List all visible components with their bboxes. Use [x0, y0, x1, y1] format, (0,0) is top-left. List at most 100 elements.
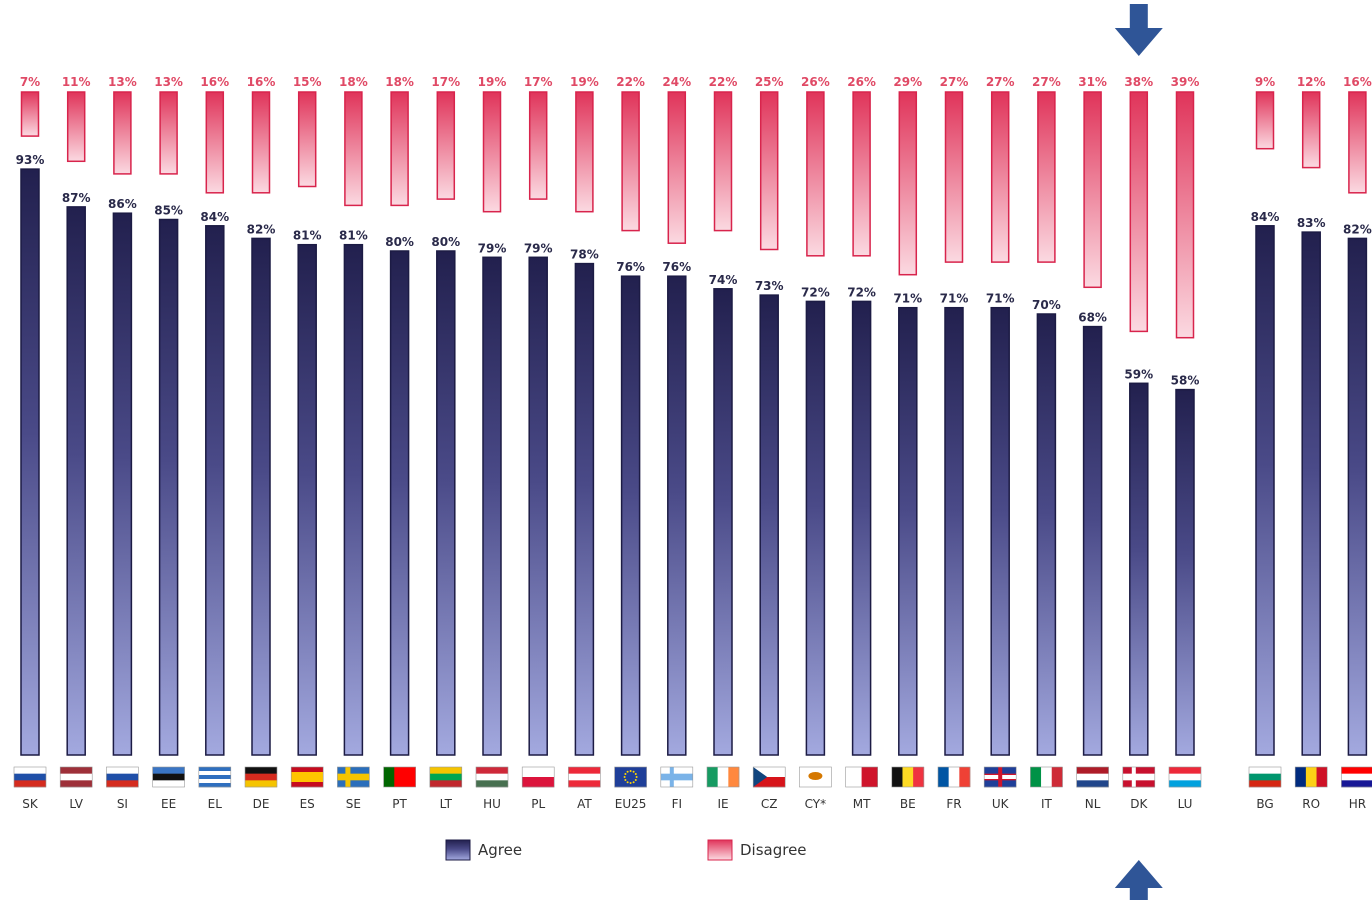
bar-agree-lv — [66, 206, 86, 756]
bar-disagree-ro — [1301, 91, 1321, 169]
bar-disagree-si — [113, 91, 132, 175]
flag-ee — [152, 766, 185, 788]
bar-agree-lt — [436, 250, 456, 756]
flag-hr — [1341, 766, 1372, 788]
category-label-de: DE — [253, 797, 270, 811]
category-label-nl: NL — [1085, 797, 1101, 811]
highlight-arrows — [1114, 4, 1163, 900]
category-label-cz: CZ — [761, 797, 778, 811]
label-agree-si: 86% — [108, 197, 137, 211]
category-label-mt: MT — [853, 797, 871, 811]
label-disagree-lv: 11% — [62, 75, 91, 89]
bar-disagree-ie — [713, 91, 733, 232]
label-disagree-es: 15% — [293, 75, 322, 89]
flag-sk — [13, 766, 47, 788]
legend-label-agree: Agree — [478, 841, 522, 859]
bar-disagree-es — [297, 91, 317, 188]
label-agree-el: 84% — [200, 210, 229, 224]
flag-el — [198, 766, 232, 788]
category-label-el: EL — [208, 797, 223, 811]
label-agree-lu: 58% — [1171, 374, 1200, 388]
flag-de — [244, 766, 278, 788]
bar-disagree-hr — [1348, 91, 1367, 194]
legend-label-disagree: Disagree — [740, 841, 807, 859]
flag-es — [290, 766, 324, 788]
bar-disagree-se — [344, 91, 363, 207]
label-agree-cz: 73% — [755, 279, 784, 293]
flag-bg — [1248, 766, 1282, 788]
bar-agree-es — [297, 243, 317, 756]
bar-agree-lu — [1175, 388, 1195, 756]
bar-agree-cz — [759, 294, 779, 756]
legend-swatch-disagree — [707, 839, 733, 861]
category-label-pt: PT — [392, 797, 407, 811]
label-agree-ee: 85% — [154, 204, 183, 218]
label-disagree-pl: 17% — [524, 75, 553, 89]
category-label-bg: BG — [1256, 797, 1273, 811]
label-disagree-hr: 16% — [1343, 75, 1372, 89]
label-agree-hu: 79% — [478, 241, 507, 255]
flag-at — [568, 766, 601, 788]
arrow-up-icon — [1114, 860, 1163, 900]
flag-be — [891, 766, 925, 788]
label-disagree-lu: 39% — [1171, 75, 1200, 89]
label-disagree-ee: 13% — [154, 75, 183, 89]
category-label-ie: IE — [717, 797, 728, 811]
bar-agree-fi — [667, 275, 687, 756]
flag-lv — [59, 766, 93, 788]
label-agree-dk: 59% — [1124, 367, 1153, 381]
flag-it — [1030, 766, 1063, 788]
label-agree-it: 70% — [1032, 298, 1061, 312]
category-label-lv: LV — [69, 797, 83, 811]
bar-disagree-cz — [759, 91, 779, 251]
label-disagree-nl: 31% — [1078, 75, 1107, 89]
flag-lu — [1168, 766, 1202, 788]
bar-agree-hu — [482, 256, 502, 756]
bar-disagree-nl — [1083, 91, 1102, 289]
label-disagree-it: 27% — [1032, 75, 1061, 89]
bars-layer — [20, 91, 1368, 756]
label-agree-uk: 71% — [986, 292, 1015, 306]
flags-layer — [13, 766, 1372, 788]
label-disagree-lt: 17% — [431, 75, 460, 89]
bar-agree-uk — [990, 306, 1010, 756]
category-label-ee: EE — [161, 797, 176, 811]
label-agree-fr: 71% — [940, 292, 969, 306]
label-agree-sk: 93% — [16, 153, 45, 167]
label-agree-lv: 87% — [62, 191, 91, 205]
label-agree-ro: 83% — [1297, 216, 1326, 230]
flag-cz — [752, 766, 786, 788]
bar-disagree-lt — [436, 91, 456, 200]
label-agree-eu25: 76% — [616, 260, 645, 274]
label-agree-fi: 76% — [662, 260, 691, 274]
category-label-cy: CY* — [805, 797, 827, 811]
label-disagree-be: 29% — [893, 75, 922, 89]
bar-disagree-eu25 — [621, 91, 640, 232]
bar-agree-nl — [1082, 325, 1103, 756]
label-disagree-at: 19% — [570, 75, 599, 89]
bar-disagree-fi — [667, 91, 687, 244]
flag-se — [337, 766, 370, 788]
bar-agree-hr — [1347, 237, 1368, 756]
bar-agree-ee — [158, 218, 179, 756]
category-label-be: BE — [900, 797, 916, 811]
legend-item-disagree: Disagree — [707, 839, 807, 861]
bar-disagree-mt — [852, 91, 871, 257]
label-disagree-hu: 19% — [478, 75, 507, 89]
category-label-se: SE — [346, 797, 361, 811]
flag-ie — [706, 766, 740, 788]
label-disagree-ro: 12% — [1297, 75, 1326, 89]
flag-cy — [799, 766, 832, 788]
flag-dk — [1122, 766, 1156, 788]
bar-disagree-pl — [528, 91, 548, 200]
category-label-si: SI — [117, 797, 128, 811]
bar-disagree-hu — [482, 91, 502, 213]
bar-agree-be — [898, 306, 918, 756]
bar-agree-se — [343, 243, 364, 756]
bar-disagree-it — [1037, 91, 1056, 263]
arrow-down-icon — [1114, 4, 1163, 56]
label-disagree-fi: 24% — [662, 75, 691, 89]
bar-disagree-ee — [159, 91, 178, 175]
label-agree-de: 82% — [247, 222, 276, 236]
